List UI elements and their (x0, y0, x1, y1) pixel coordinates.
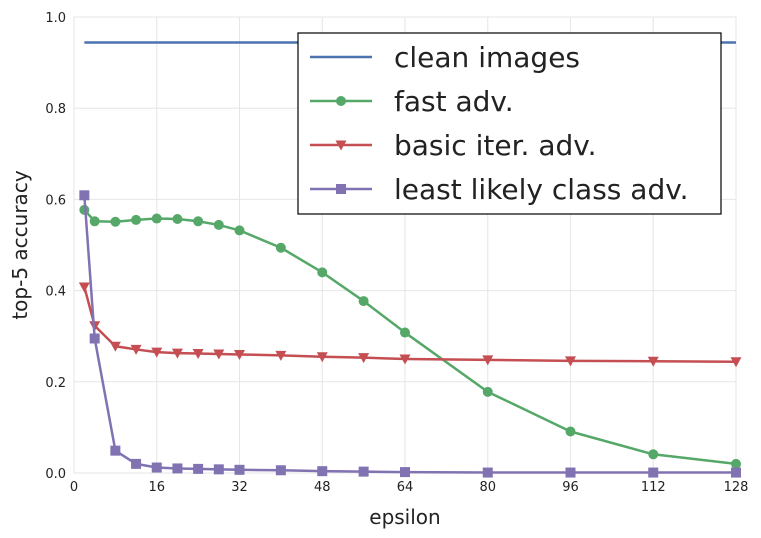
x-tick-label: 48 (314, 480, 331, 495)
data-point (193, 216, 204, 227)
data-point (275, 350, 287, 361)
y-tick-label: 0.6 (45, 193, 66, 208)
data-point (358, 296, 369, 307)
series-2 (78, 282, 742, 368)
y-tick-label: 0.0 (45, 467, 66, 482)
data-point (213, 349, 225, 360)
legend-label: basic iter. adv. (394, 129, 597, 162)
data-point (151, 462, 162, 473)
data-point (565, 426, 576, 437)
y-tick-label: 0.8 (45, 102, 66, 117)
x-tick-label: 64 (397, 480, 414, 495)
data-point (316, 352, 328, 363)
y-tick-label: 0.2 (45, 376, 66, 391)
data-point (213, 464, 224, 475)
data-point (234, 464, 245, 475)
data-point (482, 386, 493, 397)
data-point (399, 354, 411, 365)
data-point (731, 467, 741, 478)
legend-label: clean images (394, 41, 580, 74)
data-point (131, 214, 142, 225)
x-tick-label: 32 (231, 480, 248, 495)
data-point (234, 225, 245, 236)
legend-label: least likely class adv. (394, 173, 689, 206)
data-point (89, 333, 100, 344)
data-point (151, 347, 163, 358)
data-point (172, 463, 183, 474)
data-point (730, 357, 742, 368)
x-tick-label: 112 (641, 480, 666, 495)
data-point (109, 341, 121, 352)
tick-labels: 0 16 32 48 64 80 96 112 128 0.0 0.2 0.4 0.6 0.8 1.0 (45, 11, 748, 495)
data-point (648, 449, 659, 460)
legend-item: least likely class adv. (310, 173, 689, 206)
legend-marker (336, 184, 346, 194)
data-point (647, 356, 659, 367)
data-point (130, 344, 142, 355)
data-point (213, 219, 224, 230)
data-point (110, 216, 121, 227)
data-point (731, 458, 741, 469)
series-1 (79, 204, 741, 469)
data-point (648, 467, 659, 478)
data-point (482, 467, 493, 478)
data-point (89, 216, 100, 227)
x-tick-label: 80 (479, 480, 496, 495)
x-tick-label: 0 (70, 480, 78, 495)
data-point (400, 327, 410, 338)
legend-item: fast adv. (310, 85, 514, 118)
data-point (151, 213, 162, 224)
data-point (234, 349, 245, 360)
data-point (192, 349, 204, 360)
legend: clean images fast adv. basic iter. adv. lea… (297, 32, 722, 215)
data-point (317, 466, 328, 477)
data-point (193, 463, 204, 474)
data-point (171, 348, 183, 359)
data-point (78, 282, 90, 293)
y-axis-label: top-5 accuracy (8, 170, 32, 319)
data-point (172, 214, 183, 225)
data-point (400, 467, 410, 478)
legend-box (297, 32, 722, 215)
data-point (131, 458, 142, 469)
data-point (565, 356, 576, 367)
x-tick-label: 128 (724, 480, 749, 495)
legend-marker (336, 96, 346, 106)
data-point (358, 466, 369, 477)
data-point (565, 467, 576, 478)
data-point (79, 190, 90, 201)
legend-item: basic iter. adv. (310, 129, 597, 162)
y-tick-label: 0.4 (45, 285, 66, 300)
x-tick-label: 16 (148, 480, 165, 495)
data-point (275, 465, 286, 476)
x-tick-label: 96 (562, 480, 579, 495)
data-point (110, 445, 121, 456)
data-point (358, 353, 370, 364)
x-axis-label: epsilon (369, 505, 440, 529)
legend-label: fast adv. (394, 85, 514, 118)
data-point (482, 355, 494, 366)
data-point (317, 267, 328, 278)
legend-item: clean images (310, 41, 580, 74)
data-point (275, 242, 286, 253)
y-tick-label: 1.0 (45, 11, 66, 26)
legend-marker (335, 140, 347, 151)
series-3 (79, 190, 741, 478)
